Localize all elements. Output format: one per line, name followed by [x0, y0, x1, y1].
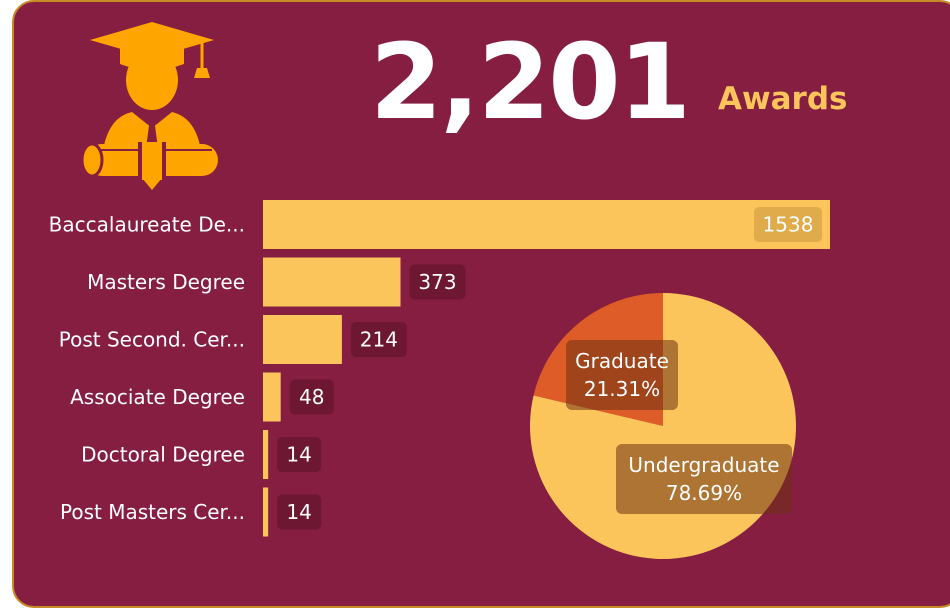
- value-label-bg: [277, 494, 322, 530]
- bar-value-label: 14: [286, 500, 311, 524]
- bar-value-label: 214: [360, 328, 398, 352]
- pie-slice-name: Graduate: [575, 349, 669, 373]
- value-label-bg: [409, 264, 466, 300]
- value-label-bg: [289, 379, 334, 415]
- bar-value-label: 1538: [763, 213, 814, 237]
- bar-category-label: Associate Degree: [70, 385, 245, 409]
- bar[interactable]: [263, 430, 269, 479]
- pie-slice-name: Undergraduate: [628, 453, 779, 477]
- bar-category-label: Post Second. Cer...: [59, 328, 245, 352]
- graduate-icon: [72, 18, 232, 198]
- bar-category-label: Baccalaureate De...: [49, 213, 245, 237]
- bar-category-label: Masters Degree: [87, 270, 245, 294]
- bar-value-label: 373: [418, 270, 456, 294]
- total-awards-unit: Awards: [718, 81, 848, 117]
- bar-value-label: 48: [299, 385, 324, 409]
- total-awards-value: 2,201: [370, 21, 691, 143]
- value-label-bg: [754, 207, 822, 242]
- pie-slice-percent: 21.31%: [584, 377, 660, 401]
- bar[interactable]: [263, 200, 830, 249]
- bar[interactable]: [263, 257, 401, 307]
- pie-slice-percent: 78.69%: [666, 481, 742, 505]
- value-label-bg: [277, 437, 322, 472]
- bar[interactable]: [263, 315, 342, 364]
- bar[interactable]: [263, 487, 269, 537]
- pie-label-bg: [616, 444, 792, 514]
- value-label-bg: [350, 322, 407, 357]
- bar-value-label: 14: [286, 443, 311, 467]
- bar-category-label: Post Masters Cer...: [60, 500, 245, 524]
- pie-label-bg: [566, 340, 678, 410]
- bar[interactable]: [263, 372, 281, 422]
- bar-category-label: Doctoral Degree: [81, 443, 245, 467]
